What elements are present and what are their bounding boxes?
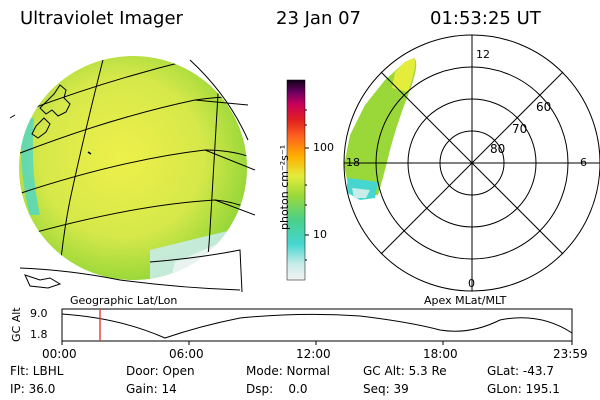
mlt-label-midnight: 0: [468, 277, 475, 290]
status-gain: Gain: 14: [126, 382, 177, 396]
timeline-x-tick: 00:00: [42, 347, 77, 361]
geo-globe-image: [9, 56, 256, 293]
timeline-frame: [61, 308, 573, 342]
mlat-label-60: 60: [536, 100, 552, 114]
status-ip: IP: 36.0: [10, 382, 56, 396]
colorbar-unit-label: photon cm⁻²s⁻¹: [278, 144, 291, 230]
grid-lat-line: [19, 149, 247, 196]
status-seq: Seq: 39: [363, 382, 409, 396]
timeline-x-tick: 12:00: [296, 347, 331, 361]
grid-lat-line: [204, 149, 256, 171]
mlt-label-noon: 12: [476, 48, 490, 61]
uv-oval-swath: [344, 58, 417, 195]
earth-limb-arc: [19, 267, 241, 291]
polar-panel-label: Apex MLat/MLT: [424, 294, 507, 307]
mlt-label-dusk: 18: [346, 156, 360, 169]
timeline-axis-label: GC Alt: [10, 307, 23, 342]
image-time: 01:53:25 UT: [430, 8, 541, 29]
altitude-timeline: [61, 308, 573, 345]
grid-lat-line: [189, 59, 249, 141]
status-mode: Mode: Normal: [246, 364, 330, 378]
polar-plot: [343, 34, 600, 292]
mlat-label-80: 80: [490, 142, 506, 156]
colorbar: [286, 79, 306, 281]
timeline-x-tick: 18:00: [423, 347, 458, 361]
instrument-title: Ultraviolet Imager: [20, 8, 183, 29]
mlt-label-dawn: 6: [580, 156, 587, 169]
status-filter: Flt: LBHL: [10, 364, 64, 378]
mlat-label-70: 70: [512, 122, 528, 136]
timeline-y-tick: 1.8: [30, 328, 48, 341]
timeline-y-tick: 9.0: [30, 307, 48, 320]
polar-meridian: [380, 71, 564, 255]
grid-lat-line: [19, 56, 247, 116]
image-date: 23 Jan 07: [276, 8, 361, 29]
grid-lat-line: [214, 199, 256, 216]
colorbar-tick-label: 10: [313, 228, 327, 241]
status-gc-alt: GC Alt: 5.3 Re: [363, 364, 447, 378]
colorbar-tick-label: 100: [313, 141, 334, 154]
status-dsp: Dsp: 0.0: [246, 382, 308, 396]
uv-oval-swath-bright: [392, 58, 416, 92]
cyan-limb-region: [21, 118, 40, 215]
timeline-x-tick: 23:59: [553, 347, 588, 361]
grid-lat-line: [19, 199, 247, 239]
grid-lat-line: [194, 99, 249, 106]
uv-oval-swath-faint: [352, 188, 370, 198]
status-glon: GLon: 195.1: [487, 382, 560, 396]
coastline: [39, 84, 71, 117]
geo-panel-label: Geographic Lat/Lon: [70, 294, 178, 307]
coastline: [87, 151, 92, 155]
timeline-x-tick: 06:00: [169, 347, 204, 361]
uv-emission-disk: [19, 56, 247, 280]
status-door: Door: Open: [126, 364, 195, 378]
status-glat: GLat: -43.7: [487, 364, 554, 378]
coastline: [31, 117, 51, 139]
altitude-curve: [61, 313, 573, 339]
grid-lat-line: [9, 114, 16, 119]
earth-limb-arc: [149, 249, 243, 293]
coastline: [24, 274, 62, 289]
